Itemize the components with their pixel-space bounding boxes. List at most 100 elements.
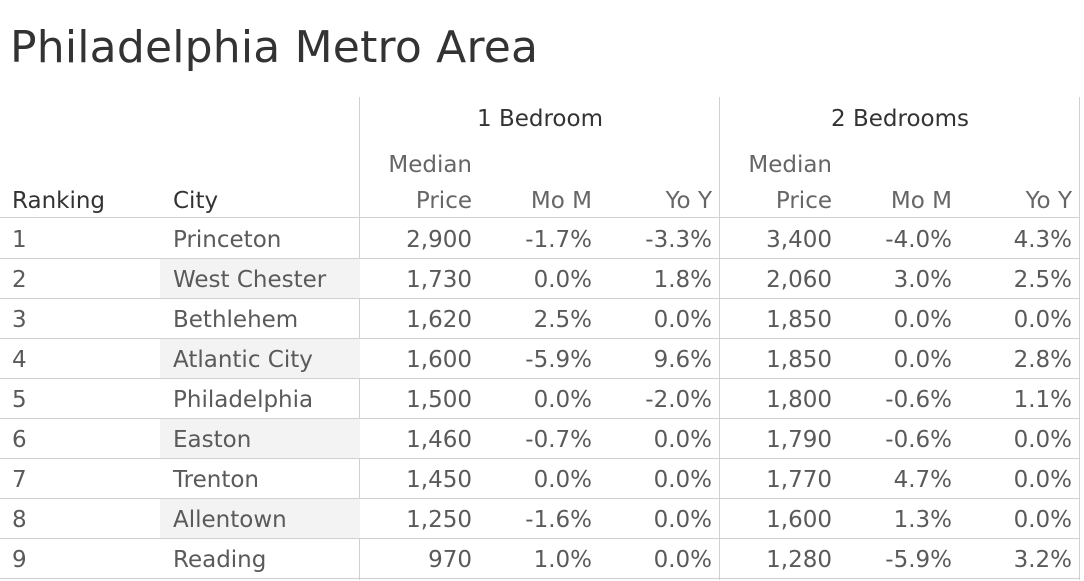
group-header-2-bedrooms: 2 Bedrooms	[831, 106, 969, 132]
cell-2br-mom: -5.9%	[885, 547, 952, 573]
cell-1br-median-price: 1,730	[406, 267, 472, 293]
cell-2br-median-price: 1,280	[766, 547, 832, 573]
column-header-1br-yoy: Yo Y	[665, 188, 712, 214]
cell-2br-median-price: 1,800	[766, 387, 832, 413]
cell-1br-mom: 2.5%	[533, 307, 592, 333]
row-divider	[0, 378, 1080, 379]
cell-1br-yoy: -2.0%	[645, 387, 712, 413]
cell-rank: 1	[12, 227, 27, 253]
cell-rank: 8	[12, 507, 27, 533]
cell-2br-median-price: 1,850	[766, 347, 832, 373]
row-divider	[0, 418, 1080, 419]
table-row: 2 West Chester 1,730 0.0% 1.8% 2,060 3.0% 2.5%	[0, 259, 1080, 299]
cell-2br-mom: 3.0%	[893, 267, 952, 293]
group-header-1-bedroom: 1 Bedroom	[477, 106, 603, 132]
page-title: Philadelphia Metro Area	[10, 22, 539, 73]
cell-1br-yoy: 0.0%	[653, 507, 712, 533]
cell-1br-median-price: 2,900	[406, 227, 472, 253]
cell-1br-mom: -1.6%	[525, 507, 592, 533]
cell-2br-yoy: 4.3%	[1013, 227, 1072, 253]
column-header-2br-mom: Mo M	[890, 188, 952, 214]
cell-2br-mom: 1.3%	[893, 507, 952, 533]
cell-city: Trenton	[173, 467, 260, 493]
table-row: 8 Allentown 1,250 -1.6% 0.0% 1,600 1.3% 0.0%	[0, 499, 1080, 539]
cell-2br-yoy: 1.1%	[1013, 387, 1072, 413]
cell-city: Atlantic City	[160, 339, 360, 379]
row-divider	[0, 458, 1080, 459]
cell-2br-mom: -0.6%	[885, 427, 952, 453]
cell-rank: 7	[12, 467, 27, 493]
column-header-2br-median: Median	[748, 152, 832, 178]
cell-2br-yoy: 3.2%	[1013, 547, 1072, 573]
table-row: 7 Trenton 1,450 0.0% 0.0% 1,770 4.7% 0.0%	[0, 459, 1080, 499]
cell-2br-mom: 0.0%	[893, 347, 952, 373]
table-row: 4 Atlantic City 1,600 -5.9% 9.6% 1,850 0.0% 2.8…	[0, 339, 1080, 379]
cell-1br-mom: -0.7%	[525, 427, 592, 453]
column-header-1br-price: Price	[415, 188, 472, 214]
table-row: 5 Philadelphia 1,500 0.0% -2.0% 1,800 -0.6% 1.1…	[0, 379, 1080, 419]
cell-rank: 9	[12, 547, 27, 573]
cell-city: Princeton	[173, 227, 282, 253]
cell-1br-mom: 0.0%	[533, 467, 592, 493]
cell-2br-median-price: 1,600	[766, 507, 832, 533]
cell-city: Easton	[160, 419, 360, 459]
cell-rank: 2	[12, 267, 27, 293]
cell-1br-yoy: 0.0%	[653, 467, 712, 493]
cell-2br-yoy: 2.5%	[1013, 267, 1072, 293]
cell-2br-mom: 4.7%	[893, 467, 952, 493]
column-header-city: City	[173, 188, 219, 214]
cell-1br-median-price: 970	[428, 547, 472, 573]
cell-2br-mom: -0.6%	[885, 387, 952, 413]
cell-1br-median-price: 1,450	[406, 467, 472, 493]
cell-2br-median-price: 1,790	[766, 427, 832, 453]
cell-1br-median-price: 1,500	[406, 387, 472, 413]
cell-2br-yoy: 0.0%	[1013, 507, 1072, 533]
cell-1br-median-price: 1,250	[406, 507, 472, 533]
row-divider	[0, 498, 1080, 499]
column-header-ranking: Ranking	[12, 188, 106, 214]
table-row: 6 Easton 1,460 -0.7% 0.0% 1,790 -0.6% 0.0%	[0, 419, 1080, 459]
cell-2br-median-price: 3,400	[766, 227, 832, 253]
cell-1br-yoy: 0.0%	[653, 427, 712, 453]
cell-1br-median-price: 1,600	[406, 347, 472, 373]
cell-rank: 5	[12, 387, 27, 413]
cell-1br-mom: 0.0%	[533, 387, 592, 413]
cell-1br-yoy: 0.0%	[653, 307, 712, 333]
cell-rank: 4	[12, 347, 27, 373]
cell-1br-yoy: 1.8%	[653, 267, 712, 293]
cell-1br-median-price: 1,620	[406, 307, 472, 333]
cell-1br-median-price: 1,460	[406, 427, 472, 453]
cell-rank: 6	[12, 427, 27, 453]
cell-2br-yoy: 2.8%	[1013, 347, 1072, 373]
cell-1br-mom: 1.0%	[533, 547, 592, 573]
column-header-2br-price: Price	[775, 188, 832, 214]
table-row: 3 Bethlehem 1,620 2.5% 0.0% 1,850 0.0% 0.0%	[0, 299, 1080, 339]
cell-city: Reading	[173, 547, 267, 573]
column-header-1br-median: Median	[388, 152, 472, 178]
header-divider	[0, 217, 1080, 218]
cell-1br-yoy: 9.6%	[653, 347, 712, 373]
cell-2br-median-price: 1,850	[766, 307, 832, 333]
cell-2br-yoy: 0.0%	[1013, 467, 1072, 493]
cell-2br-yoy: 0.0%	[1013, 427, 1072, 453]
table-row: 1 Princeton 2,900 -1.7% -3.3% 3,400 -4.0% 4.3%	[0, 219, 1080, 259]
cell-1br-mom: -1.7%	[525, 227, 592, 253]
cell-rank: 3	[12, 307, 27, 333]
cell-1br-mom: -5.9%	[525, 347, 592, 373]
table-row: 9 Reading 970 1.0% 0.0% 1,280 -5.9% 3.2%	[0, 539, 1080, 579]
cell-1br-mom: 0.0%	[533, 267, 592, 293]
row-divider	[0, 338, 1080, 339]
column-header-2br-yoy: Yo Y	[1025, 188, 1072, 214]
row-divider	[0, 578, 1080, 579]
cell-city: Bethlehem	[173, 307, 299, 333]
cell-2br-median-price: 1,770	[766, 467, 832, 493]
row-divider	[0, 258, 1080, 259]
cell-2br-yoy: 0.0%	[1013, 307, 1072, 333]
cell-city: Allentown	[160, 499, 360, 539]
cell-2br-median-price: 2,060	[766, 267, 832, 293]
cell-2br-mom: 0.0%	[893, 307, 952, 333]
cell-city: West Chester	[160, 259, 360, 299]
cell-2br-mom: -4.0%	[885, 227, 952, 253]
row-divider	[0, 298, 1080, 299]
cell-city: Philadelphia	[173, 387, 314, 413]
